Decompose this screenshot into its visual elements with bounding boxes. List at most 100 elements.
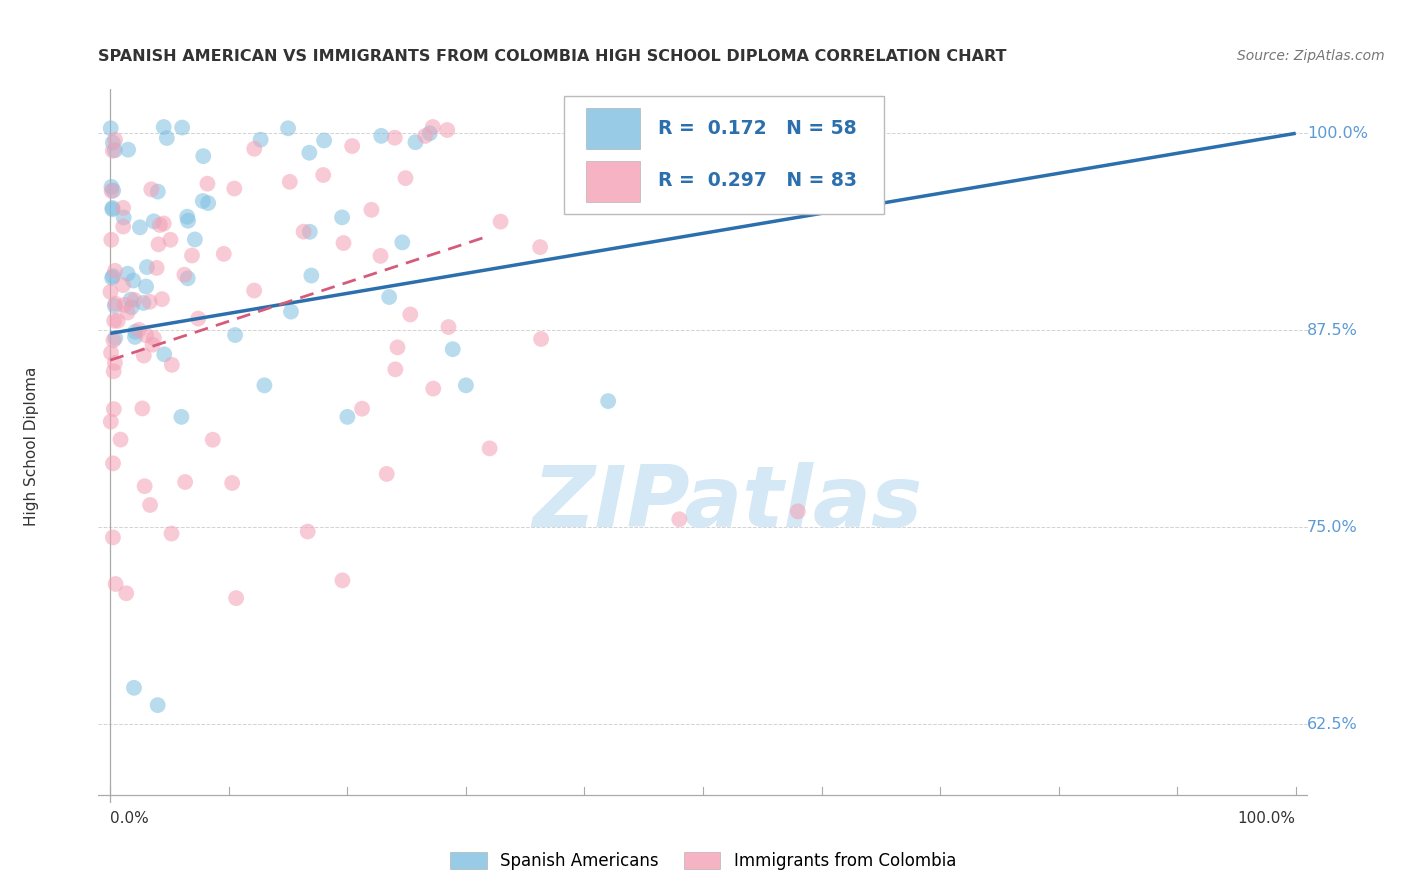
Point [145, 260, 167, 275]
Text: 100.0%: 100.0% [1237, 811, 1296, 826]
Point [148, 237, 170, 252]
Point [436, 123, 458, 137]
Point [422, 120, 444, 134]
Point [370, 128, 392, 143]
Point [142, 337, 165, 351]
Point [413, 128, 436, 143]
Point [419, 126, 441, 140]
Point [243, 284, 266, 298]
Point [146, 698, 169, 713]
Point [100, 415, 122, 429]
Point [314, 133, 336, 147]
Point [139, 498, 162, 512]
Point [112, 298, 135, 312]
Point [340, 139, 363, 153]
Point [173, 268, 195, 282]
Point [332, 574, 354, 588]
Point [101, 456, 124, 470]
Point [120, 293, 142, 307]
Point [225, 591, 247, 606]
Point [297, 524, 319, 539]
Text: R =  0.172   N = 58: R = 0.172 N = 58 [658, 120, 856, 138]
Point [156, 131, 179, 145]
Point [360, 202, 382, 217]
Point [100, 184, 122, 198]
Point [454, 378, 477, 392]
Point [249, 133, 271, 147]
Point [104, 296, 127, 310]
Point [224, 328, 246, 343]
Point [394, 171, 416, 186]
Point [112, 278, 135, 293]
Point [391, 235, 413, 250]
Point [280, 304, 302, 318]
Point [104, 356, 127, 370]
Point [103, 402, 125, 417]
Point [100, 121, 122, 136]
Point [177, 213, 200, 227]
Text: SPANISH AMERICAN VS IMMIGRANTS FROM COLOMBIA HIGH SCHOOL DIPLOMA CORRELATION CHA: SPANISH AMERICAN VS IMMIGRANTS FROM COLO… [98, 49, 1007, 64]
Point [598, 394, 620, 409]
Point [121, 301, 143, 315]
Point [124, 325, 146, 339]
Point [100, 180, 122, 194]
Point [253, 378, 276, 392]
Point [187, 311, 209, 326]
Point [530, 332, 553, 346]
Point [142, 214, 165, 228]
Point [104, 299, 127, 313]
Point [117, 267, 139, 281]
Text: 87.5%: 87.5% [1306, 323, 1358, 338]
Point [104, 133, 127, 147]
Point [174, 475, 197, 489]
Point [124, 293, 146, 307]
Point [132, 349, 155, 363]
Point [103, 364, 125, 378]
Point [405, 135, 427, 149]
Text: Source: ZipAtlas.com: Source: ZipAtlas.com [1237, 49, 1385, 63]
Point [170, 409, 193, 424]
Point [177, 271, 200, 285]
Point [172, 120, 194, 135]
Point [312, 168, 335, 182]
Point [100, 345, 122, 359]
Text: 75.0%: 75.0% [1306, 520, 1358, 534]
Point [101, 270, 124, 285]
Point [184, 232, 207, 246]
Point [150, 292, 173, 306]
Point [668, 512, 690, 526]
Point [478, 442, 501, 456]
Point [384, 130, 406, 145]
Point [135, 279, 157, 293]
Point [277, 121, 299, 136]
Point [422, 382, 444, 396]
Legend: Spanish Americans, Immigrants from Colombia: Spanish Americans, Immigrants from Colom… [443, 845, 963, 877]
Point [136, 260, 159, 274]
Point [103, 314, 125, 328]
Point [387, 340, 409, 354]
Point [197, 196, 219, 211]
Point [152, 217, 174, 231]
Point [437, 320, 460, 334]
Point [107, 314, 129, 328]
Bar [586, 108, 640, 149]
Point [160, 358, 183, 372]
Point [103, 334, 125, 348]
Point [181, 248, 204, 262]
Point [197, 177, 219, 191]
Point [159, 233, 181, 247]
Point [529, 240, 551, 254]
Point [104, 264, 127, 278]
Point [441, 342, 464, 356]
Point [384, 362, 406, 376]
Point [212, 247, 235, 261]
Point [131, 401, 153, 416]
Point [152, 120, 174, 134]
Point [142, 331, 165, 345]
Text: 62.5%: 62.5% [1306, 716, 1358, 731]
Point [115, 586, 138, 600]
Point [100, 233, 122, 247]
Text: ZIPatlas: ZIPatlas [531, 461, 922, 545]
Point [112, 211, 135, 225]
Point [221, 475, 243, 490]
